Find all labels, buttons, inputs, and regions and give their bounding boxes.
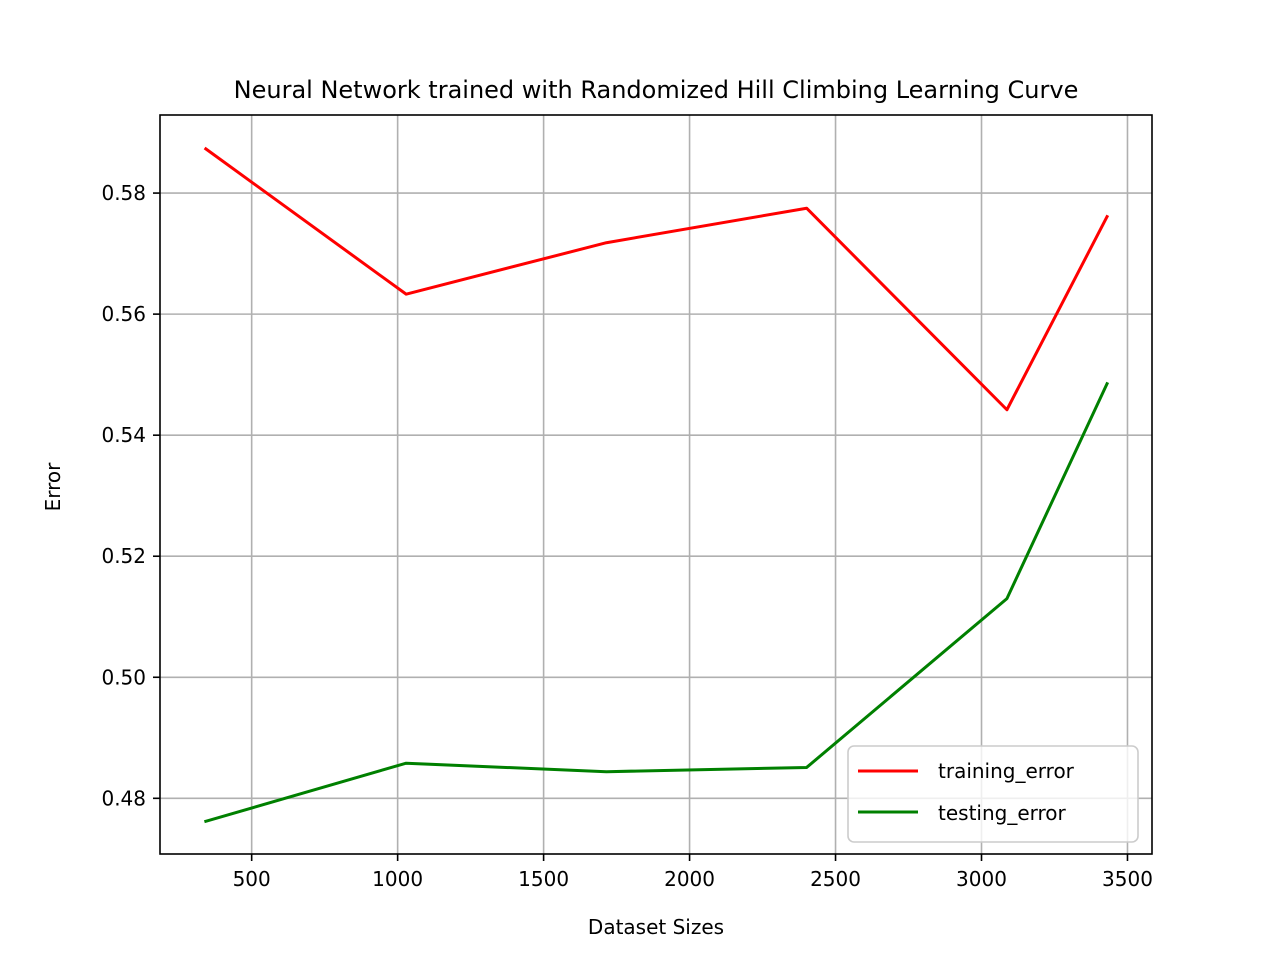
ticks: 500 1000 1500 2000 2500 3000 3500 0.48 0.50 0.52 0… <box>101 181 1152 891</box>
y-tick-label: 0.50 <box>101 665 146 689</box>
series-line-testing-error <box>203 381 1110 824</box>
y-tick-label: 0.58 <box>101 181 146 205</box>
chart-title: Neural Network trained with Randomized H… <box>234 76 1079 104</box>
y-tick-label: 0.56 <box>101 302 146 326</box>
x-tick-label: 1000 <box>372 867 423 891</box>
legend: training_error testing_error <box>847 745 1139 843</box>
x-tick-label: 1500 <box>518 867 569 891</box>
plot-area <box>160 115 1152 854</box>
x-tick-label: 3000 <box>956 867 1007 891</box>
x-tick-label: 2500 <box>810 867 861 891</box>
y-tick-label: 0.54 <box>101 423 146 447</box>
x-tick-label: 2000 <box>664 867 715 891</box>
legend-box <box>847 745 1139 843</box>
plot-frame <box>159 114 1153 855</box>
series-layer <box>203 146 1110 824</box>
grid <box>160 115 1152 854</box>
y-tick-label: 0.52 <box>101 544 146 568</box>
x-tick-label: 500 <box>233 867 271 891</box>
series-line-training-error <box>203 146 1110 412</box>
legend-label-testing-error: testing_error <box>938 801 1067 825</box>
y-tick-label: 0.48 <box>101 786 146 810</box>
x-axis-label: Dataset Sizes <box>588 915 724 939</box>
x-tick-label: 3500 <box>1102 867 1153 891</box>
legend-label-training-error: training_error <box>938 759 1075 783</box>
y-axis-label: Error <box>41 462 65 512</box>
